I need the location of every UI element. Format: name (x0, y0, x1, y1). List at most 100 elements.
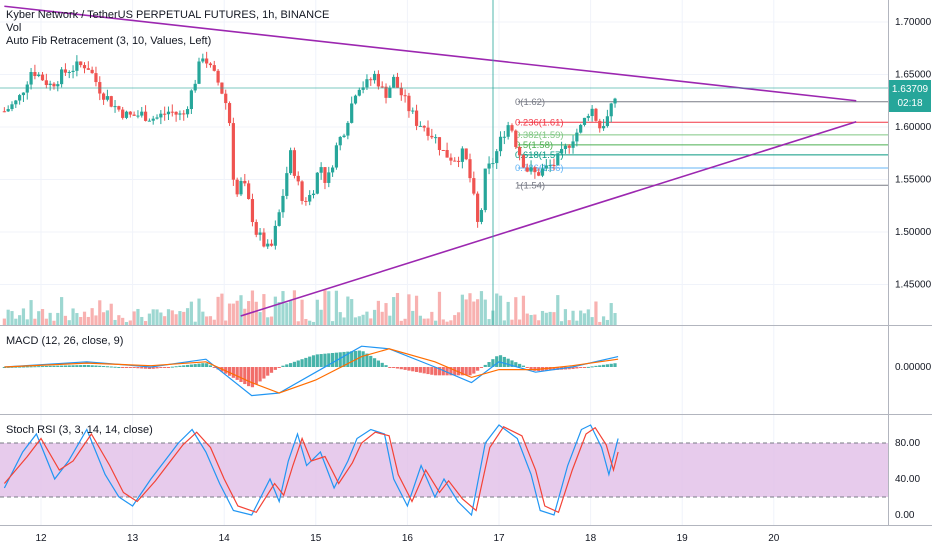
volume-bar (159, 312, 163, 325)
fib-label: 0.236(1.61) (515, 117, 564, 128)
candle-body (109, 96, 113, 107)
macd-histogram-bar (193, 364, 197, 367)
volume-bar (98, 300, 102, 325)
time-tick-label: 16 (402, 533, 414, 544)
macd-histogram-bar (510, 360, 514, 367)
macd-histogram-bar (575, 367, 579, 369)
fib-label: 1(1.54) (515, 180, 545, 191)
candle-body (193, 83, 197, 91)
macd-histogram-bar (384, 365, 388, 367)
symbol-title[interactable]: Kyber Network / TetherUS PERPETUAL FUTUR… (6, 9, 330, 21)
candle-body (247, 183, 251, 200)
candle-body (201, 58, 205, 62)
macd-histogram-bar (86, 365, 90, 367)
trendline (240, 120, 857, 317)
macd-histogram-bar (472, 367, 476, 374)
volume-bar (411, 310, 415, 325)
candle-body (250, 199, 255, 223)
macd-histogram-bar (231, 367, 235, 378)
volume-bar (540, 310, 545, 325)
volume-bar (353, 317, 358, 325)
volume-bar (29, 300, 33, 325)
candle-body (6, 109, 10, 112)
macd-histogram-bar (468, 367, 472, 376)
volume-bar (437, 291, 442, 325)
macd-histogram-bar (147, 367, 151, 369)
macd-histogram-bar (18, 366, 22, 368)
macd-histogram-bar (521, 365, 526, 367)
volume-bar (506, 301, 510, 325)
macd-histogram-bar (361, 351, 365, 367)
candle-body (79, 61, 83, 66)
macd-histogram-bar (151, 367, 155, 369)
volume-bar (342, 317, 346, 325)
candle-body (121, 109, 125, 118)
volume-bar (399, 320, 403, 325)
rsi-tick-label: 80.00 (895, 438, 920, 449)
volume-bar (426, 318, 430, 325)
candle-body (182, 113, 186, 115)
volume-bar (552, 312, 556, 325)
volume-bar (529, 314, 533, 325)
macd-histogram-bar (315, 354, 319, 367)
trendlines[interactable] (4, 5, 857, 317)
candle-body (75, 61, 79, 71)
candle-body (40, 74, 45, 81)
macd-histogram-bar (548, 367, 552, 371)
volume-bar (163, 316, 167, 325)
macd-tick-label: 0.00000 (895, 362, 932, 373)
volume-bar (453, 315, 457, 325)
macd-histogram-bar (143, 367, 148, 369)
volume-bar (430, 311, 434, 325)
macd-histogram-bar (491, 359, 495, 367)
volume-bar (495, 293, 499, 325)
macd-histogram-bar (98, 365, 102, 367)
volume-bar (434, 320, 438, 325)
volume-bar (105, 310, 110, 325)
candle-body (289, 150, 293, 174)
stoch-rsi-legend-label[interactable]: Stoch RSI (3, 3, 14, 14, close) (6, 424, 153, 436)
macd-histogram-bar (124, 367, 129, 368)
candle-body (361, 87, 365, 90)
macd-histogram-bar (185, 364, 190, 367)
volume-bar (334, 290, 339, 325)
candle-body (311, 193, 316, 196)
fib-legend-label[interactable]: Auto Fib Retracement (3, 10, Values, Lef… (6, 35, 212, 47)
volume-bar (464, 299, 468, 325)
macd-histogram-bar (411, 367, 415, 372)
volume-bar (563, 309, 568, 325)
macd-histogram-bar (82, 364, 87, 367)
macd-legend-label[interactable]: MACD (12, 26, close, 9) (6, 335, 124, 347)
volume-bar (143, 321, 148, 325)
volume-bar (582, 313, 587, 325)
time-axis[interactable]: 12 13 14 15 16 17 18 19 20 (35, 533, 779, 544)
macd-histogram-bar (109, 366, 113, 368)
candle-body (277, 212, 281, 226)
rsi-axis[interactable]: 80.00 40.00 0.00 (895, 438, 920, 521)
stoch-k-line (3, 424, 619, 517)
candle-body (101, 93, 106, 100)
macd-histogram-bar (456, 367, 461, 376)
candle-body (132, 114, 136, 116)
price-candles[interactable] (2, 51, 617, 250)
price-axis[interactable]: 1.70000 1.65000 1.60000 1.55000 1.50000 1.450… (895, 17, 932, 291)
volume-bar (250, 290, 255, 325)
macd-axis[interactable]: 0.00000 (895, 362, 932, 373)
rsi-tick-label: 40.00 (895, 474, 920, 485)
candle-body (159, 113, 163, 118)
volume-legend-label[interactable]: Vol (6, 22, 22, 34)
macd-histogram-bar (414, 367, 419, 372)
macd-histogram-bar (579, 367, 583, 368)
macd-histogram-bar (556, 367, 560, 370)
candle-body (502, 136, 506, 138)
candle-body (472, 178, 476, 194)
volume-bar (6, 309, 10, 325)
volume-bar (147, 313, 151, 325)
volume-bar (556, 295, 560, 325)
macd-histogram-bar (243, 367, 247, 385)
candle-body (48, 83, 52, 86)
candle-body (300, 181, 304, 201)
volume-bar (266, 317, 270, 325)
volume-bar (315, 299, 319, 325)
